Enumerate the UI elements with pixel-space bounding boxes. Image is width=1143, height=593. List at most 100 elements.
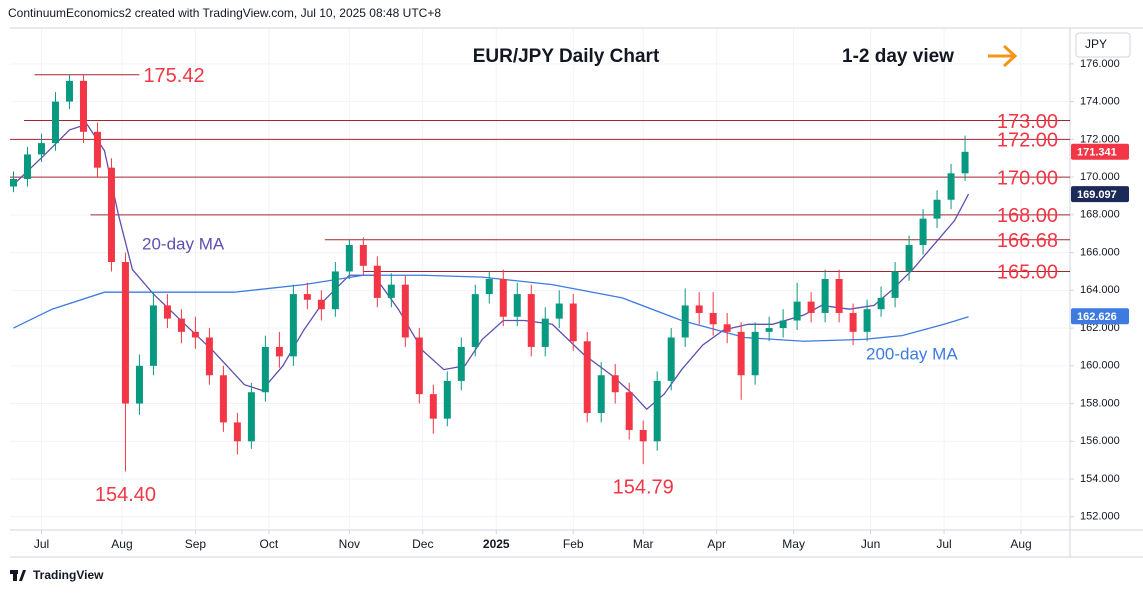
candle-body — [247, 392, 255, 442]
x-tick-label: Aug — [1010, 537, 1031, 551]
candle-body — [401, 284, 409, 338]
x-tick-label: Nov — [339, 537, 360, 551]
logo — [10, 570, 26, 581]
candle-body — [65, 80, 73, 102]
level-label: 170.00 — [997, 167, 1058, 189]
price-tag — [1071, 308, 1129, 325]
candle-body — [947, 173, 955, 200]
candle-body — [779, 320, 787, 329]
candle-body — [961, 151, 969, 174]
candle-body — [709, 312, 717, 325]
arrow-icon — [988, 44, 1018, 68]
candle-body — [471, 294, 479, 347]
candle-body — [149, 305, 157, 366]
candle-body — [93, 131, 101, 168]
x-tick-label: Apr — [707, 537, 726, 551]
candle-body — [219, 375, 227, 423]
candle-body — [51, 101, 59, 144]
moving-average — [13, 274, 969, 342]
candle-body — [9, 178, 17, 187]
price-tag — [1071, 143, 1129, 160]
x-tick-label: Jul — [936, 537, 951, 551]
y-tick-label: 152.000 — [1080, 511, 1120, 523]
y-tick-label: 170.000 — [1080, 171, 1120, 183]
candle-body — [303, 294, 311, 300]
candle-body — [611, 375, 619, 393]
y-tick-label: 160.000 — [1080, 360, 1120, 372]
y-tick-label: 164.000 — [1080, 284, 1120, 296]
y-tick-label: 162.000 — [1080, 322, 1120, 334]
footer: TradingView — [33, 568, 104, 582]
candle-body — [345, 245, 353, 272]
chart-title: EUR/JPY Daily Chart — [473, 46, 660, 67]
currency: JPY — [1085, 37, 1107, 51]
candle-body — [555, 303, 563, 319]
y-tick-label: 168.000 — [1080, 209, 1120, 221]
candle-body — [933, 199, 941, 219]
candle-body — [107, 167, 115, 263]
candle-body — [597, 375, 605, 413]
x-tick-label: 2025 — [483, 537, 510, 551]
x-tick-label: Sep — [185, 537, 207, 551]
price-tag-label: 169.097 — [1077, 189, 1117, 201]
ma-label: 200-day MA — [866, 344, 958, 363]
candle-body — [499, 279, 507, 317]
candle-body — [625, 392, 633, 430]
candle-body — [513, 294, 521, 317]
candle-body — [737, 331, 745, 376]
candle-body — [667, 337, 675, 381]
x-tick-label: Dec — [412, 537, 433, 551]
candle-body — [205, 337, 213, 376]
candle-body — [135, 365, 143, 404]
moving-average — [13, 123, 970, 411]
candle-body — [569, 303, 577, 342]
candle-body — [37, 143, 45, 155]
candle-body — [751, 331, 759, 376]
candle-body — [359, 245, 367, 266]
y-tick-label: 166.000 — [1080, 246, 1120, 258]
y-tick-label: 154.000 — [1080, 473, 1120, 485]
level-label: 172.00 — [997, 130, 1058, 152]
x-tick-label: Mar — [633, 537, 654, 551]
price-tag-label: 162.626 — [1077, 311, 1117, 323]
candle-body — [457, 346, 465, 381]
candle-body — [163, 305, 171, 319]
candle-body — [849, 312, 857, 332]
x-tick-label: Jun — [861, 537, 880, 551]
price-tag — [1071, 186, 1129, 203]
candle-body — [695, 305, 703, 313]
currency-box[interactable] — [1075, 32, 1131, 58]
level-label: 173.00 — [997, 111, 1058, 133]
candle-body — [443, 380, 451, 419]
candle-body — [415, 337, 423, 395]
candle-body — [541, 318, 549, 347]
level-label: 165.00 — [997, 262, 1058, 284]
candle-body — [23, 154, 31, 179]
price-tag-label: 171.341 — [1077, 147, 1117, 159]
candle-body — [191, 331, 199, 338]
x-tick-label: Oct — [260, 537, 279, 551]
x-tick-label: Feb — [563, 537, 584, 551]
candle-body — [877, 297, 885, 310]
ma-label: 20-day MA — [142, 234, 225, 253]
candle-body — [807, 301, 815, 313]
candle-body — [373, 265, 381, 298]
candle-body — [79, 80, 87, 132]
candle-body — [653, 380, 661, 442]
candle-body — [891, 271, 899, 298]
header: ContinuumEconomics2 created with Trading… — [8, 6, 441, 20]
y-tick-label: 172.000 — [1080, 133, 1120, 145]
y-tick-label: 158.000 — [1080, 397, 1120, 409]
candle-body — [289, 294, 297, 357]
candle-body — [919, 218, 927, 246]
y-tick-label: 176.000 — [1080, 58, 1120, 70]
candle-body — [793, 301, 801, 321]
candle-body — [429, 394, 437, 419]
candle-body — [765, 328, 773, 332]
level-label: 166.68 — [997, 230, 1058, 252]
candle-body — [317, 299, 325, 310]
candle-body — [485, 279, 493, 295]
x-tick-label: May — [782, 537, 805, 551]
candle-body — [177, 318, 185, 332]
